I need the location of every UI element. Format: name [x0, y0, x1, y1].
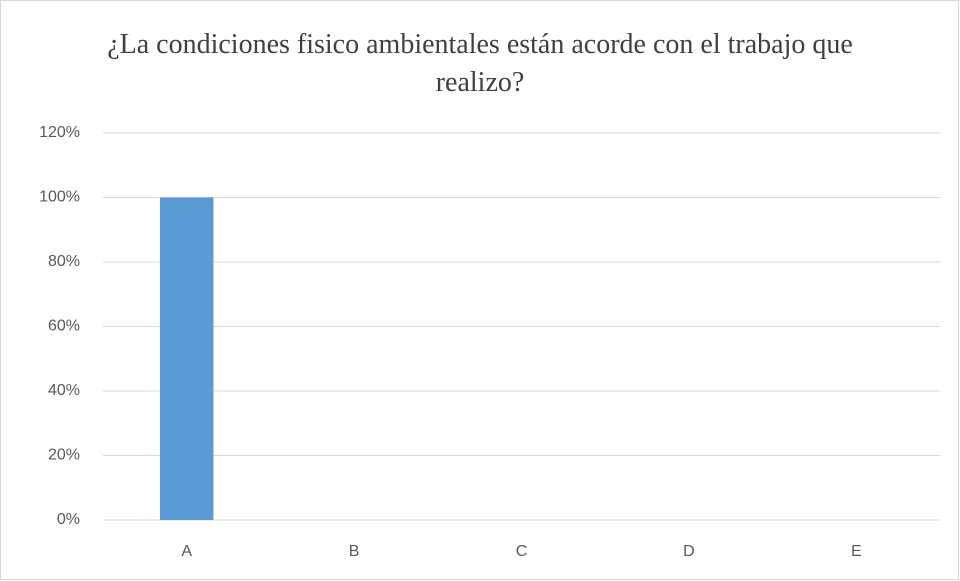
y-tick-label: 80% — [48, 253, 80, 270]
chart-title: ¿La condiciones fisico ambientales están… — [107, 29, 853, 98]
y-tick-label: 40% — [48, 382, 80, 399]
y-tick-label: 0% — [57, 511, 80, 528]
y-tick-label: 20% — [48, 447, 80, 464]
x-tick-label: A — [181, 543, 192, 560]
bar — [159, 197, 214, 520]
x-tick-label: B — [349, 543, 360, 560]
y-tick-label: 60% — [48, 318, 80, 335]
x-tick-label: C — [516, 543, 528, 560]
x-tick-label: D — [683, 543, 695, 560]
y-tick-label: 100% — [39, 189, 80, 206]
x-tick-label: E — [851, 543, 862, 560]
y-tick-label: 120% — [39, 124, 80, 141]
